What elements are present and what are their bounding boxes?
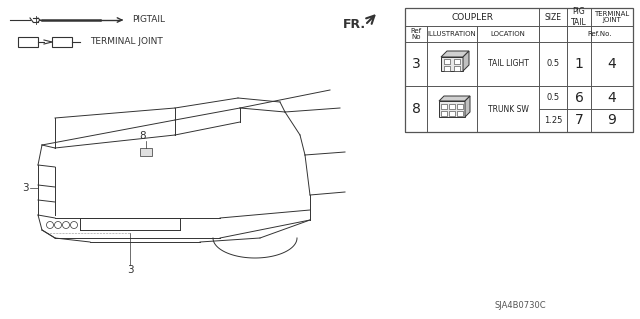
Text: 9: 9 [607,114,616,128]
Text: 0.5: 0.5 [547,60,559,69]
Text: TERMINAL
JOINT: TERMINAL JOINT [595,11,630,23]
Text: 4: 4 [607,91,616,105]
Bar [457,103,463,108]
Text: Ref.No.: Ref.No. [588,31,612,37]
Text: COUPLER: COUPLER [451,12,493,21]
Bar [454,65,460,70]
Bar [441,57,463,71]
Bar [441,103,447,108]
Text: LOCATION: LOCATION [491,31,525,37]
Text: 0.5: 0.5 [547,93,559,102]
Text: SIZE: SIZE [545,12,561,21]
Bar [439,101,465,117]
Text: TRUNK SW: TRUNK SW [488,105,529,114]
Bar [457,110,463,115]
Text: 1: 1 [575,57,584,71]
Text: 6: 6 [575,91,584,105]
Bar [444,65,450,70]
Text: 4: 4 [607,57,616,71]
Polygon shape [441,51,469,57]
Text: SJA4B0730C: SJA4B0730C [494,300,546,309]
Text: 1.25: 1.25 [544,116,562,125]
Bar [140,148,152,156]
Text: FR.: FR. [343,19,366,32]
Bar [454,58,460,63]
Polygon shape [465,96,470,117]
Text: TAIL LIGHT: TAIL LIGHT [488,60,529,69]
Text: 3: 3 [412,57,420,71]
Text: 3: 3 [127,265,133,275]
Bar [405,8,633,132]
Bar [449,103,455,108]
Text: 7: 7 [575,114,584,128]
Text: PIG
TAIL: PIG TAIL [571,7,587,26]
Bar [18,37,38,47]
Text: 8: 8 [140,131,147,141]
Polygon shape [463,51,469,71]
Text: 3: 3 [22,183,28,193]
Polygon shape [439,96,470,101]
Text: ILLUSTRATION: ILLUSTRATION [428,31,476,37]
Bar [52,37,72,47]
Bar [441,110,447,115]
Bar [449,110,455,115]
Text: TERMINAL JOINT: TERMINAL JOINT [90,38,163,47]
Text: Ref
No: Ref No [410,28,422,41]
Text: PIGTAIL: PIGTAIL [132,16,165,25]
Bar [444,58,450,63]
Text: 8: 8 [412,102,420,116]
